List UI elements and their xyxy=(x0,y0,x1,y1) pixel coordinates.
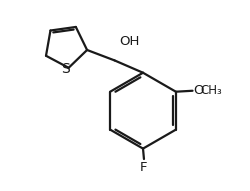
Text: F: F xyxy=(140,161,148,174)
Text: O: O xyxy=(194,84,204,97)
Text: CH₃: CH₃ xyxy=(201,84,222,97)
Text: S: S xyxy=(61,62,70,76)
Text: OH: OH xyxy=(119,35,140,48)
